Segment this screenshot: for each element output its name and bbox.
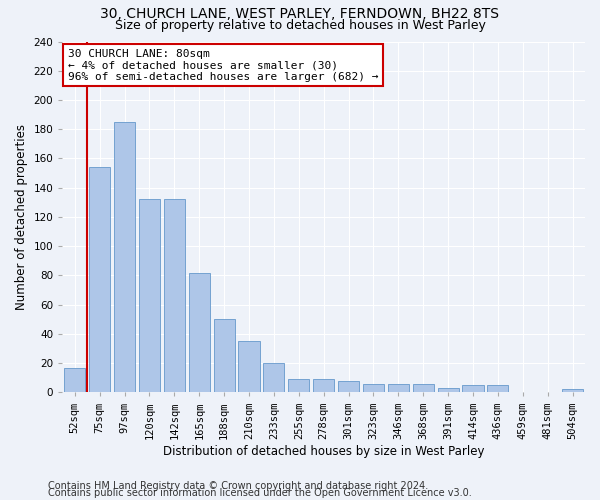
Bar (263, 363, 284, 392)
Bar (139, 200, 160, 392)
Bar (388, 384, 409, 392)
Bar (214, 320, 235, 392)
Bar (64, 368, 85, 392)
Bar (463, 385, 484, 392)
Bar (413, 384, 434, 392)
Bar (238, 341, 260, 392)
Bar (89, 167, 110, 392)
Text: 30, CHURCH LANE, WEST PARLEY, FERNDOWN, BH22 8TS: 30, CHURCH LANE, WEST PARLEY, FERNDOWN, … (101, 8, 499, 22)
Text: Contains HM Land Registry data © Crown copyright and database right 2024.: Contains HM Land Registry data © Crown c… (48, 481, 428, 491)
Bar (437, 388, 458, 392)
Bar (188, 272, 210, 392)
Bar (164, 200, 185, 392)
Text: Size of property relative to detached houses in West Parley: Size of property relative to detached ho… (115, 19, 485, 32)
Text: Contains public sector information licensed under the Open Government Licence v3: Contains public sector information licen… (48, 488, 472, 498)
Bar (114, 122, 135, 392)
Bar (487, 385, 508, 392)
Bar (562, 390, 583, 392)
Bar (338, 380, 359, 392)
Bar (313, 380, 334, 392)
Bar (363, 384, 384, 392)
Text: 30 CHURCH LANE: 80sqm
← 4% of detached houses are smaller (30)
96% of semi-detac: 30 CHURCH LANE: 80sqm ← 4% of detached h… (68, 48, 378, 82)
Bar (288, 380, 310, 392)
Y-axis label: Number of detached properties: Number of detached properties (15, 124, 28, 310)
X-axis label: Distribution of detached houses by size in West Parley: Distribution of detached houses by size … (163, 444, 484, 458)
